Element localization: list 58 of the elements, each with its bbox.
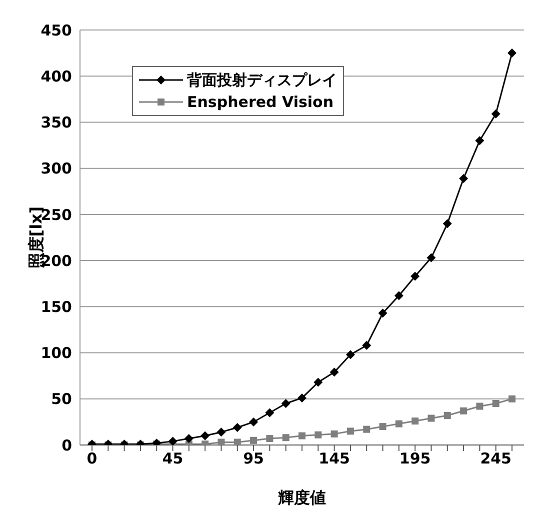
point — [428, 414, 435, 422]
y-tick-label: 50 — [51, 390, 72, 408]
point — [346, 350, 355, 360]
point — [475, 136, 484, 146]
point — [492, 400, 500, 407]
point — [216, 428, 226, 437]
x-axis-title: 輝度値 — [277, 488, 326, 507]
point — [363, 426, 370, 433]
point — [491, 109, 500, 118]
y-tick-label: 150 — [40, 298, 72, 316]
point — [379, 423, 386, 430]
point — [265, 408, 274, 418]
x-tick-label: 95 — [243, 450, 264, 468]
point — [412, 418, 419, 425]
point — [298, 432, 306, 440]
point — [362, 340, 372, 350]
point — [508, 395, 516, 402]
point — [249, 417, 258, 426]
x-tick-label: 245 — [480, 450, 512, 468]
point — [232, 422, 242, 432]
y-tick-label: 100 — [40, 344, 72, 362]
legend-label: 背面投射ディスプレイ — [187, 70, 337, 90]
y-tick-label: 400 — [40, 67, 72, 86]
y-tick-label: 300 — [40, 160, 72, 178]
point — [476, 402, 484, 410]
point — [282, 434, 290, 442]
y-tick-label: 350 — [40, 114, 72, 132]
point — [218, 438, 225, 445]
legend-label: Ensphered Vision — [187, 93, 334, 111]
x-tick-label: 0 — [86, 450, 98, 468]
point — [314, 378, 323, 387]
point — [460, 407, 468, 414]
point — [508, 48, 516, 58]
point — [442, 219, 452, 228]
x-tick-label: 145 — [318, 450, 350, 468]
point — [314, 431, 322, 438]
y-tick-label: 0 — [62, 436, 72, 454]
point — [459, 174, 468, 183]
point — [426, 253, 436, 262]
point — [394, 291, 404, 300]
point — [378, 308, 388, 318]
point — [346, 428, 354, 435]
point — [168, 436, 178, 445]
point — [234, 438, 241, 445]
point — [395, 420, 402, 428]
point — [250, 436, 258, 444]
point — [410, 272, 420, 281]
x-tick-label: 195 — [399, 450, 431, 468]
point — [330, 368, 339, 377]
point — [184, 434, 194, 444]
point — [298, 393, 306, 402]
point — [200, 431, 210, 440]
y-tick-label: 450 — [40, 21, 72, 40]
point — [330, 430, 338, 438]
point — [444, 412, 451, 419]
x-tick-label: 45 — [162, 450, 184, 468]
point — [266, 435, 274, 442]
point — [281, 399, 290, 408]
